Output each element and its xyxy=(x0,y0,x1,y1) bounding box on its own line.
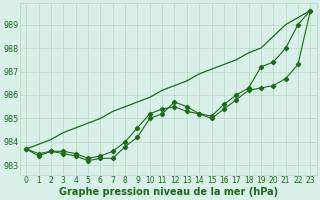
X-axis label: Graphe pression niveau de la mer (hPa): Graphe pression niveau de la mer (hPa) xyxy=(59,187,278,197)
